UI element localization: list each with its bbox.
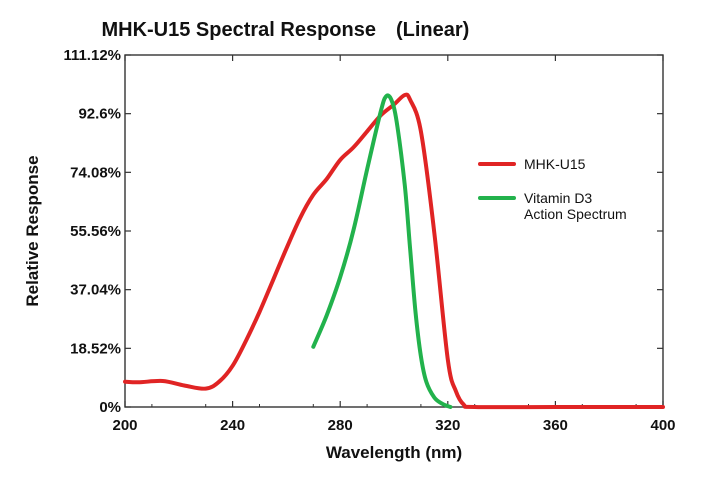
x-tick-label: 320 [435, 417, 460, 434]
y-tick-label: 18.52% [70, 340, 121, 357]
x-tick-label: 360 [543, 417, 568, 434]
x-tick-label: 280 [328, 417, 353, 434]
x-axis: 200 240 280 320 360 400 [112, 55, 676, 434]
y-tick-label: 55.56% [70, 223, 121, 240]
x-tick-label: 200 [112, 417, 137, 434]
y-tick-label: 74.08% [70, 164, 121, 181]
chart-title: MHK-U15 Spectral Response [101, 19, 376, 41]
y-axis-label: Relative Response [23, 155, 42, 306]
y-tick-label: 111.12% [63, 47, 121, 64]
x-tick-label: 400 [650, 417, 675, 434]
y-tick-label: 0% [99, 399, 121, 416]
series-lines [123, 92, 665, 410]
legend-label: Action Spectrum [524, 206, 627, 222]
x-tick-label: 240 [220, 417, 245, 434]
legend-label: MHK-U15 [524, 156, 586, 172]
chart-subtitle: (Linear) [396, 19, 469, 41]
y-tick-label: 92.6% [78, 106, 121, 123]
legend-label: Vitamin D3 [524, 190, 592, 206]
vitamin-d3-action-spectrum-line [311, 93, 453, 409]
x-axis-label: Wavelength (nm) [326, 443, 462, 462]
y-tick-label: 37.04% [70, 282, 121, 299]
mhk-u15-line [123, 92, 665, 410]
y-axis: 0% 18.52% 37.04% 55.56% 74.08% 92.6% 111.12% [63, 47, 663, 416]
